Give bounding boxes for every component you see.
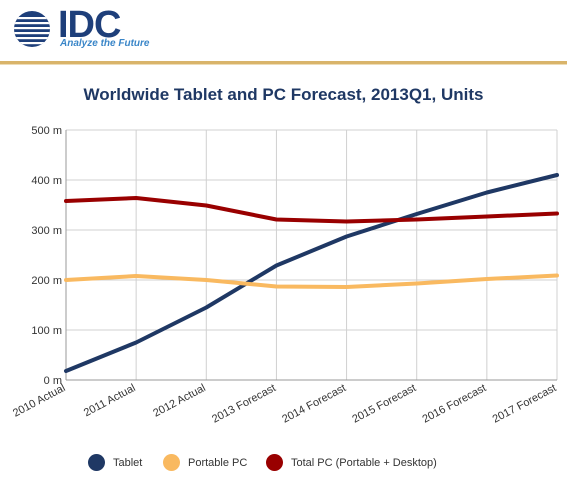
legend-swatch-total-pc xyxy=(266,454,283,471)
y-tick-label: 500 m xyxy=(31,125,62,137)
series-lines xyxy=(64,173,559,373)
chart-title: Worldwide Tablet and PC Forecast, 2013Q1… xyxy=(83,85,484,104)
y-tick-label: 0 m xyxy=(44,375,62,387)
legend-label-portable-pc: Portable PC xyxy=(188,456,248,469)
legend-label-total-pc: Total PC (Portable + Desktop) xyxy=(291,456,437,469)
x-tick-label: 2013 Forecast xyxy=(210,382,278,426)
axes xyxy=(65,130,557,381)
idc-logo-text: IDC xyxy=(58,4,121,46)
y-tick-label: 100 m xyxy=(31,325,62,337)
x-tick-label: 2011 Actual xyxy=(82,382,138,419)
x-tick-label: 2014 Forecast xyxy=(280,382,348,426)
legend-item-total-pc: Total PC (Portable + Desktop) xyxy=(266,454,437,471)
legend-item-tablet: Tablet xyxy=(88,454,142,471)
gridlines xyxy=(66,129,558,380)
header-divider xyxy=(0,61,567,64)
series-line-portable-pc xyxy=(64,273,559,289)
idc-globe-icon xyxy=(14,11,50,47)
idc-tagline: Analyze the Future xyxy=(60,38,150,49)
y-tick-label: 400 m xyxy=(31,175,62,187)
legend-label-tablet: Tablet xyxy=(113,456,143,469)
header-divider-shadow xyxy=(0,64,567,65)
y-tick-labels: 0 m 100 m 200 m 300 m 400 m 500 m xyxy=(31,125,62,387)
series-line-tablet xyxy=(64,173,559,373)
x-tick-label: 2012 Actual xyxy=(151,382,207,420)
x-tick-label: 2017 Forecast xyxy=(491,382,559,426)
legend-item-portable-pc: Portable PC xyxy=(163,454,247,471)
x-tick-labels: 2010 Actual 2011 Actual 2012 Actual 2013 Fo… xyxy=(11,382,558,426)
x-tick-label: 2015 Forecast xyxy=(350,382,418,426)
series-line-total-pc-portable-desktop xyxy=(64,196,559,224)
x-tick-label: 2016 Forecast xyxy=(421,382,489,426)
y-tick-label: 200 m xyxy=(31,275,62,287)
x-tick-label: 2010 Actual xyxy=(11,382,67,420)
legend-swatch-tablet xyxy=(88,454,105,471)
y-tick-label: 300 m xyxy=(31,225,62,237)
header: IDC Analyze the Future xyxy=(0,0,567,62)
legend: Tablet Portable PC Total PC (Portable + … xyxy=(0,454,567,474)
legend-swatch-portable-pc xyxy=(163,454,180,471)
